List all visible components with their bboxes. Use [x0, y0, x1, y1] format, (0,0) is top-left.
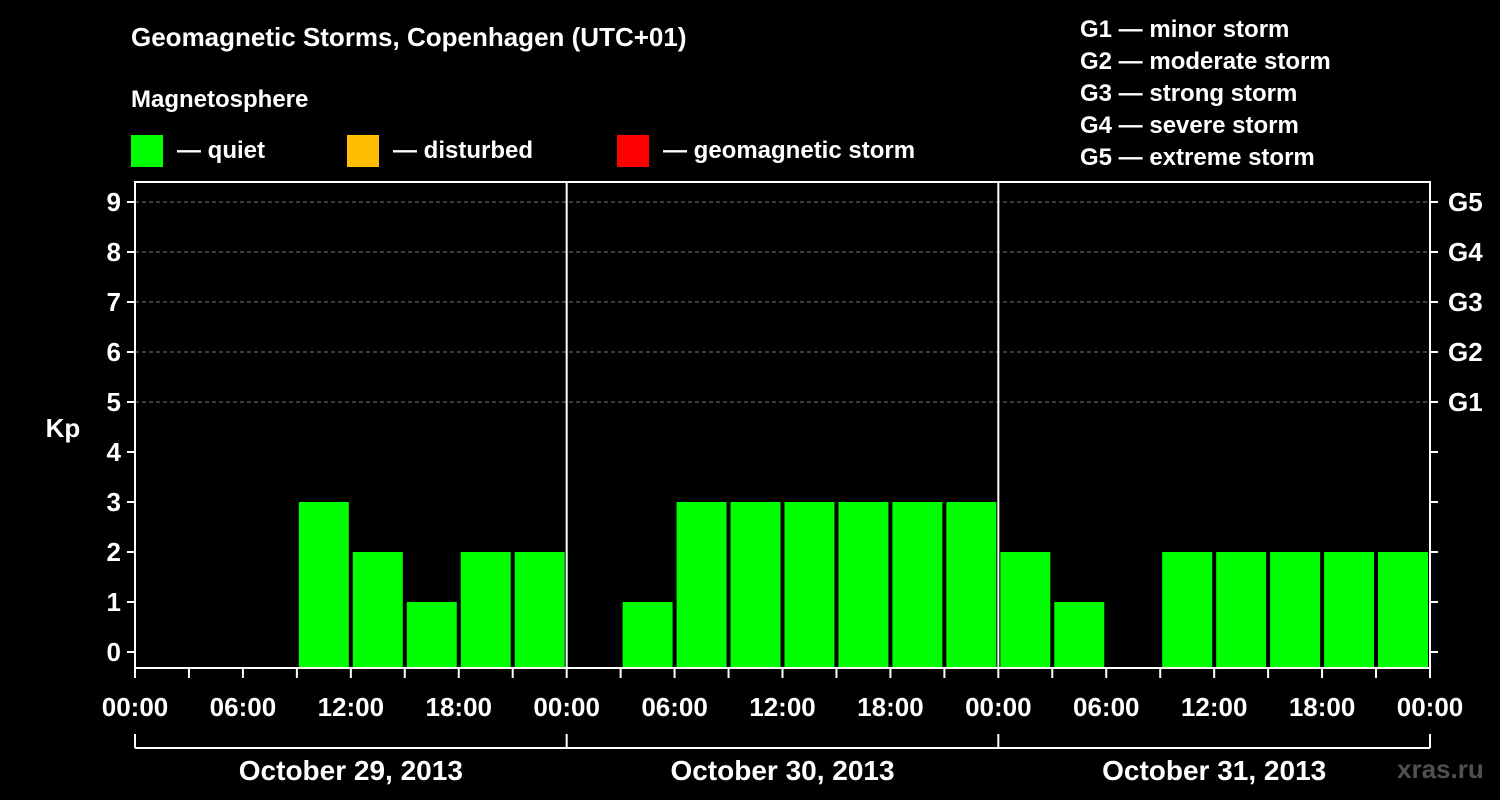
storm-scale-g1: G1 — minor storm: [1080, 16, 1290, 43]
bar-17: [1054, 602, 1105, 668]
legend-storm-swatch: [617, 135, 649, 167]
x-tick-label-11: 18:00: [1289, 692, 1356, 722]
x-tick-label-5: 06:00: [641, 692, 708, 722]
storm-scale-g4: G4 — severe storm: [1080, 112, 1299, 139]
x-tick-label-2: 12:00: [318, 692, 385, 722]
legend-quiet-label: — quiet: [177, 137, 265, 164]
bar-9: [622, 602, 673, 668]
y-tick-label-7: 7: [107, 287, 121, 317]
legend-disturbed-swatch: [347, 135, 379, 167]
magnetosphere-heading: Magnetosphere: [131, 86, 309, 113]
g-label-1: G1: [1448, 387, 1483, 417]
x-tick-label-12: 00:00: [1397, 692, 1464, 722]
x-tick-label-9: 06:00: [1073, 692, 1140, 722]
bar-11: [730, 502, 781, 668]
bar-14: [892, 502, 943, 668]
bar-21: [1270, 552, 1321, 668]
bar-22: [1324, 552, 1375, 668]
legend-quiet: — quiet: [131, 134, 265, 168]
y-tick-label-4: 4: [107, 437, 122, 467]
bar-15: [946, 502, 997, 668]
bar-23: [1378, 552, 1428, 668]
legend-disturbed-label: — disturbed: [393, 137, 534, 164]
legend-storm: — geomagnetic storm: [617, 134, 915, 168]
bar-16: [1000, 552, 1051, 668]
x-tick-label-4: 00:00: [533, 692, 600, 722]
chart-title: Geomagnetic Storms, Copenhagen (UTC+01): [131, 22, 687, 52]
bar-3: [298, 502, 349, 668]
day-label-0: October 29, 2013: [239, 755, 463, 786]
bar-7: [514, 552, 565, 668]
bar-4: [352, 552, 403, 668]
g-label-2: G2: [1448, 337, 1483, 367]
g-label-4: G4: [1448, 237, 1483, 267]
bar-5: [406, 602, 457, 668]
x-tick-label-6: 12:00: [749, 692, 816, 722]
y-tick-label-2: 2: [107, 537, 121, 567]
y-tick-label-1: 1: [107, 587, 121, 617]
x-tick-label-3: 18:00: [426, 692, 493, 722]
bar-20: [1216, 552, 1267, 668]
y-tick-label-9: 9: [107, 187, 121, 217]
legend-disturbed: — disturbed: [347, 134, 533, 168]
y-tick-label-6: 6: [107, 337, 121, 367]
bar-13: [838, 502, 889, 668]
bar-12: [784, 502, 835, 668]
x-tick-label-0: 00:00: [102, 692, 169, 722]
legend-quiet-swatch: [131, 135, 163, 167]
y-tick-label-3: 3: [107, 487, 121, 517]
bar-6: [460, 552, 511, 668]
y-tick-label-0: 0: [107, 637, 121, 667]
g-label-5: G5: [1448, 187, 1483, 217]
storm-scale-g3: G3 — strong storm: [1080, 80, 1298, 107]
storm-scale-g5: G5 — extreme storm: [1080, 144, 1315, 171]
y-tick-label-8: 8: [107, 237, 121, 267]
bar-19: [1162, 552, 1213, 668]
g-label-3: G3: [1448, 287, 1483, 317]
bar-10: [676, 502, 727, 668]
storm-scale-legend: G1 — minor storm G2 — moderate storm G3 …: [1080, 14, 1331, 174]
legend-storm-label: — geomagnetic storm: [663, 137, 916, 164]
watermark: xras.ru: [1397, 754, 1484, 784]
y-axis-title: Kp: [46, 413, 81, 443]
day-label-2: October 31, 2013: [1102, 755, 1326, 786]
x-tick-label-7: 18:00: [857, 692, 924, 722]
x-tick-label-10: 12:00: [1181, 692, 1248, 722]
y-tick-label-5: 5: [107, 387, 121, 417]
x-tick-label-8: 00:00: [965, 692, 1032, 722]
storm-scale-g2: G2 — moderate storm: [1080, 48, 1331, 75]
day-label-1: October 30, 2013: [670, 755, 894, 786]
x-tick-label-1: 06:00: [210, 692, 277, 722]
